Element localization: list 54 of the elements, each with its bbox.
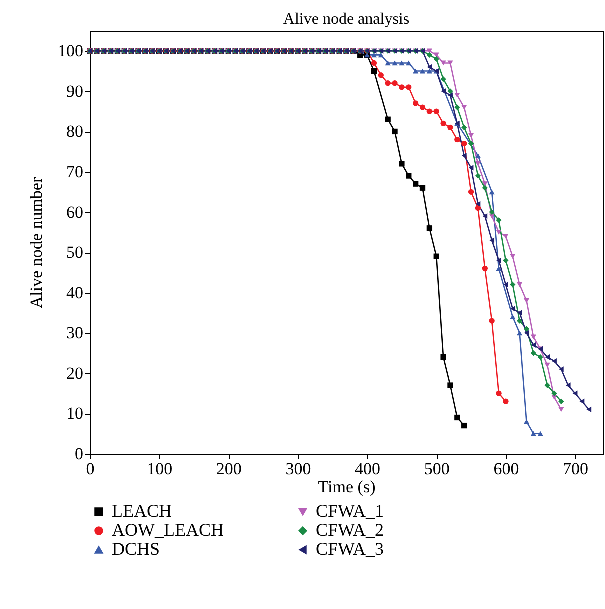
point: [434, 254, 440, 260]
point: [489, 190, 495, 195]
legend-label: CFWA_1: [316, 501, 384, 521]
x-tick-label: 100: [147, 460, 173, 478]
legend-label: CFWA_2: [316, 520, 384, 540]
y-tick-label: 20: [66, 364, 84, 383]
legend-label: AOW_LEACH: [112, 520, 224, 540]
point: [392, 60, 398, 66]
x-tick-label: 0: [86, 460, 95, 478]
point: [392, 128, 398, 135]
y-tick-label: 90: [66, 82, 84, 101]
x-axis-title: Time (s): [318, 478, 376, 496]
point: [475, 153, 482, 158]
point: [440, 354, 446, 360]
x-tick-label: 700: [563, 460, 589, 478]
point: [426, 226, 433, 232]
y-tick-label: 60: [66, 202, 84, 222]
y-tick-label: 50: [66, 243, 84, 262]
point: [371, 68, 378, 74]
point: [462, 422, 468, 429]
point: [530, 431, 537, 436]
y-tick-label: 10: [66, 404, 84, 424]
point: [412, 181, 419, 187]
point: [448, 382, 454, 388]
legend-label: LEACH: [112, 501, 172, 521]
point: [454, 414, 460, 421]
x-tick-label: 500: [424, 460, 450, 478]
point: [426, 68, 433, 74]
point: [406, 60, 412, 66]
point: [420, 185, 426, 191]
point: [399, 161, 405, 167]
point: [538, 431, 544, 436]
y-tick-label: 40: [66, 283, 84, 302]
legend-label: DCHS: [112, 539, 160, 559]
chart-title: Alive node analysis: [283, 11, 410, 28]
point: [510, 314, 516, 320]
point: [385, 116, 391, 122]
x-tick-label: 600: [494, 460, 520, 478]
y-axis-title: Alive node number: [27, 177, 46, 309]
x-tick-label: 200: [216, 460, 242, 478]
legend-label: CFWA_3: [316, 539, 384, 559]
x-tick-label: 400: [355, 460, 381, 478]
y-tick-label: 80: [66, 122, 84, 142]
x-tick-label: 300: [286, 460, 312, 478]
point: [406, 173, 412, 179]
y-tick-label: 70: [66, 162, 84, 182]
y-tick-label: 30: [66, 324, 84, 343]
point: [420, 68, 426, 74]
point: [399, 60, 405, 66]
point: [412, 68, 419, 74]
y-tick-label: 100: [58, 42, 84, 61]
y-tick-label: 0: [75, 444, 84, 464]
point: [516, 330, 523, 336]
point: [385, 60, 391, 66]
